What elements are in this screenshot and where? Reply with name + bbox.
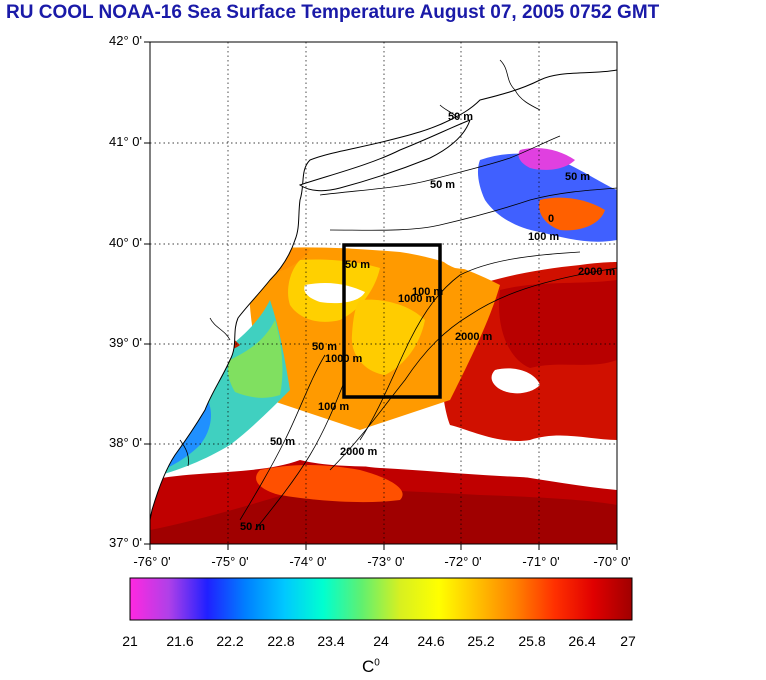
cloud-north-east [438,247,520,270]
colorbar-label: 27 [620,633,636,649]
lon-label: -73° 0' [367,554,405,569]
lon-label: -75° 0' [211,554,249,569]
cloud-south-east [334,424,617,490]
contour-label: 50 m [565,171,590,183]
lat-label: 40° 0' [109,235,142,250]
contour-1000m [359,251,581,441]
contour-label: 100 m [412,286,443,298]
contour-100m-south [254,379,346,531]
contour-label: 50 m [270,436,295,448]
unit-superscript: 0 [374,657,380,669]
sst-red-patch [499,280,617,368]
contour-label-group: 50 m 50 m 50 m 0 100 m 2000 m 50 m 100 m… [240,111,616,533]
contour-label: 2000 m [340,446,378,458]
cloud-east-patch [491,368,540,394]
sst-shelf-yellow-2 [351,299,425,375]
contour-50m [319,135,561,196]
colorbar [129,577,633,621]
lat-label: 42° 0' [109,33,142,48]
sst-deep-red-south [150,489,617,544]
axis-ticks [144,41,618,550]
colorbar-unit: C0 [362,657,380,677]
contour-label: 50 m [448,111,473,123]
coast-detail [179,59,541,467]
study-area-box [342,243,442,399]
contour-label: 50 m [312,341,337,353]
unit-base: C [362,657,375,676]
colorbar-label: 21 [122,633,138,649]
lon-label: -72° 0' [444,554,482,569]
lat-label: 37° 0' [109,535,142,550]
contour-label: 50 m [430,179,455,191]
lat-label: 38° 0' [109,435,142,450]
colorbar-label: 24.6 [417,633,445,649]
contour-label: 2000 m [455,331,493,343]
colorbar-label: 26.4 [568,633,596,649]
contour-label: 50 m [240,521,265,533]
colorbar-label: 22.8 [267,633,295,649]
contour-label: 100 m [318,401,349,413]
sst-northeast-magenta [518,148,575,170]
contour-label: 50 m [345,259,370,271]
sst-northeast-warm [539,197,605,231]
contour-100m-shelf [329,187,617,231]
graticule [150,42,617,544]
cloud-central-north [304,282,365,304]
sst-coastal-green [227,320,283,398]
land-northeast [150,42,617,521]
lat-label: 41° 0' [109,134,142,149]
contour-label: 100 m [528,231,559,243]
contour-label: 2000 m [578,266,616,278]
colorbar-label: 21.6 [166,633,194,649]
contour-50m-south [239,354,326,521]
sst-orange-south [256,465,403,503]
colorbar-label: 25.2 [467,633,495,649]
contour-label: 0 [548,213,554,225]
map-title: RU COOL NOAA-16 Sea Surface Temperature … [6,2,660,23]
lon-label: -76° 0' [133,554,171,569]
colorbar-label: 25.8 [518,633,546,649]
lon-label: -71° 0' [522,554,560,569]
lon-label: -74° 0' [289,554,327,569]
land-mass [150,42,617,521]
contour-2000m [329,267,617,471]
colorbar-label: 23.4 [317,633,345,649]
bathymetry-contours [239,135,617,531]
colorbar-label: 24 [373,633,389,649]
colorbar-label: 22.2 [216,633,244,649]
lon-label: -70° 0' [593,554,631,569]
long-island [298,119,471,192]
contour-label: 1000 m [398,293,436,305]
lat-label: 39° 0' [109,335,142,350]
